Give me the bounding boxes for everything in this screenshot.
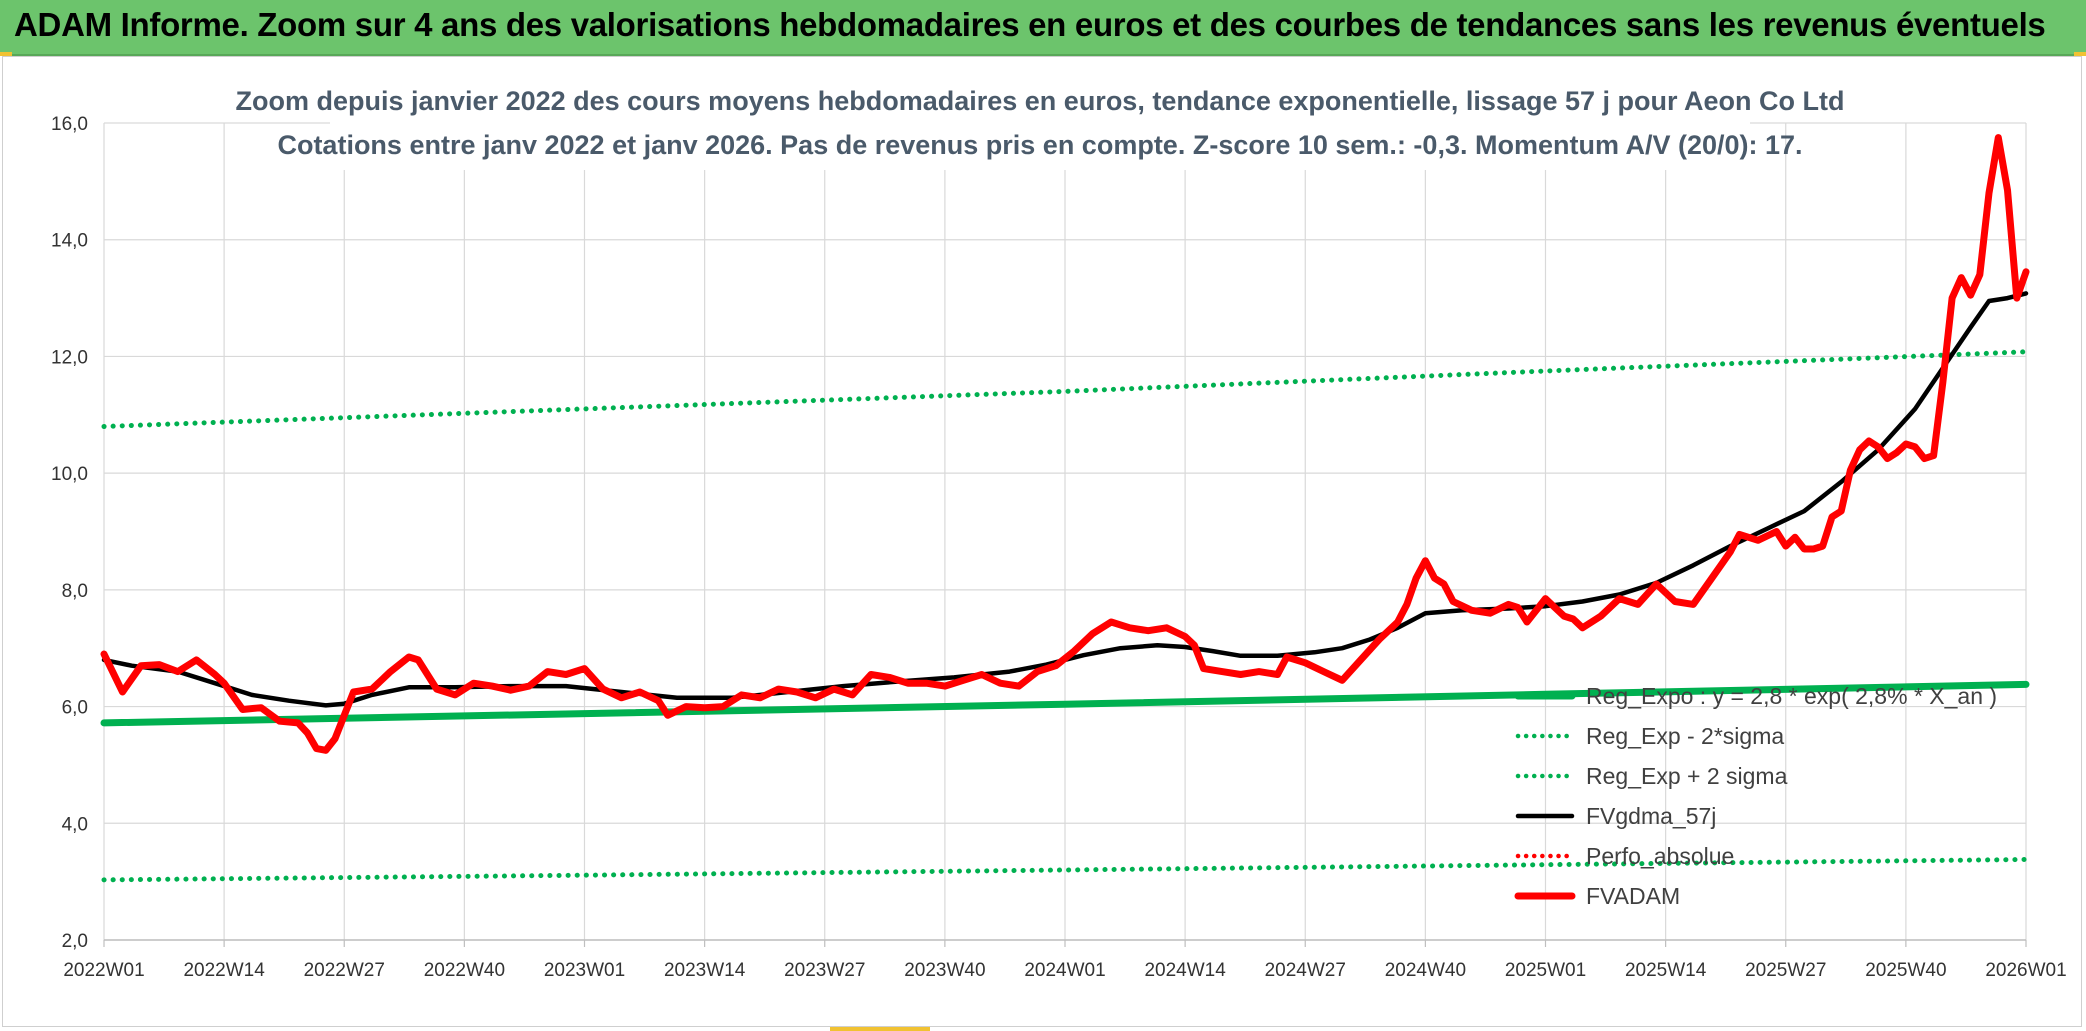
x-tick-label: 2022W27 <box>304 960 385 981</box>
y-tick-label: 4,0 <box>62 814 88 835</box>
x-tick-label: 2025W27 <box>1745 960 1826 981</box>
chart-title: Zoom depuis janvier 2022 des cours moyen… <box>236 86 1845 116</box>
series-line-2 <box>101 349 2029 429</box>
legend: Reg_Expo : y = 2,8 * exp( 2,8% * X_an ) R… <box>1514 683 1997 909</box>
y-tick-label: 10,0 <box>51 464 88 485</box>
x-tick-label: 2025W14 <box>1625 960 1707 981</box>
corner-marker-left <box>0 52 12 56</box>
x-tick-label: 2023W01 <box>544 960 625 981</box>
y-tick-label: 8,0 <box>62 581 88 602</box>
title-banner: ADAM Informe. Zoom sur 4 ans des valoris… <box>0 0 2086 56</box>
chart-frame <box>2 56 2082 1027</box>
legend-label: FVADAM <box>1586 883 1680 909</box>
x-tick-label: 2024W27 <box>1265 960 1346 981</box>
y-tick-label: 6,0 <box>62 698 88 719</box>
axis-layer: 2,0 4,0 6,0 8,0 10,0 12,0 14,0 16,0 2022W01 2022W… <box>51 114 2067 981</box>
x-tick-label: 2026W01 <box>1985 960 2066 981</box>
subtitle-background <box>330 76 1750 170</box>
x-tick-label: 2022W14 <box>183 960 265 981</box>
bottom-marker <box>830 1027 930 1031</box>
y-tick-label: 2,0 <box>62 931 88 952</box>
report-title: ADAM Informe. Zoom sur 4 ans des valoris… <box>14 6 2046 43</box>
x-tick-label: 2024W40 <box>1385 960 1466 981</box>
x-tick-label: 2023W27 <box>784 960 865 981</box>
y-tick-label: 16,0 <box>51 114 88 135</box>
chart-subtitle: Cotations entre janv 2022 et janv 2026. … <box>277 130 1802 160</box>
legend-label: Perfo_absolue <box>1586 843 1734 869</box>
x-tick-label: 2024W01 <box>1024 960 1105 981</box>
x-tick-label: 2023W14 <box>664 960 746 981</box>
series-layer <box>100 134 2030 883</box>
y-tick-label: 14,0 <box>51 231 88 252</box>
legend-label: Reg_Exp + 2 sigma <box>1586 763 1788 789</box>
x-tick-label: 2023W40 <box>904 960 985 981</box>
x-tick-label: 2022W40 <box>424 960 505 981</box>
x-tick-label: 2022W01 <box>63 960 144 981</box>
legend-label: FVgdma_57j <box>1586 803 1716 829</box>
y-tick-label: 12,0 <box>51 347 88 368</box>
legend-label: Reg_Exp - 2*sigma <box>1586 723 1784 749</box>
series-line-0 <box>100 680 2030 727</box>
legend-label: Reg_Expo : y = 2,8 * exp( 2,8% * X_an ) <box>1586 683 1997 709</box>
x-tick-label: 2025W40 <box>1865 960 1946 981</box>
series-line-5 <box>100 134 2030 754</box>
series-line-1 <box>101 857 2029 883</box>
corner-marker-right <box>2074 52 2086 56</box>
x-tick-label: 2025W01 <box>1505 960 1586 981</box>
x-tick-label: 2024W14 <box>1144 960 1226 981</box>
